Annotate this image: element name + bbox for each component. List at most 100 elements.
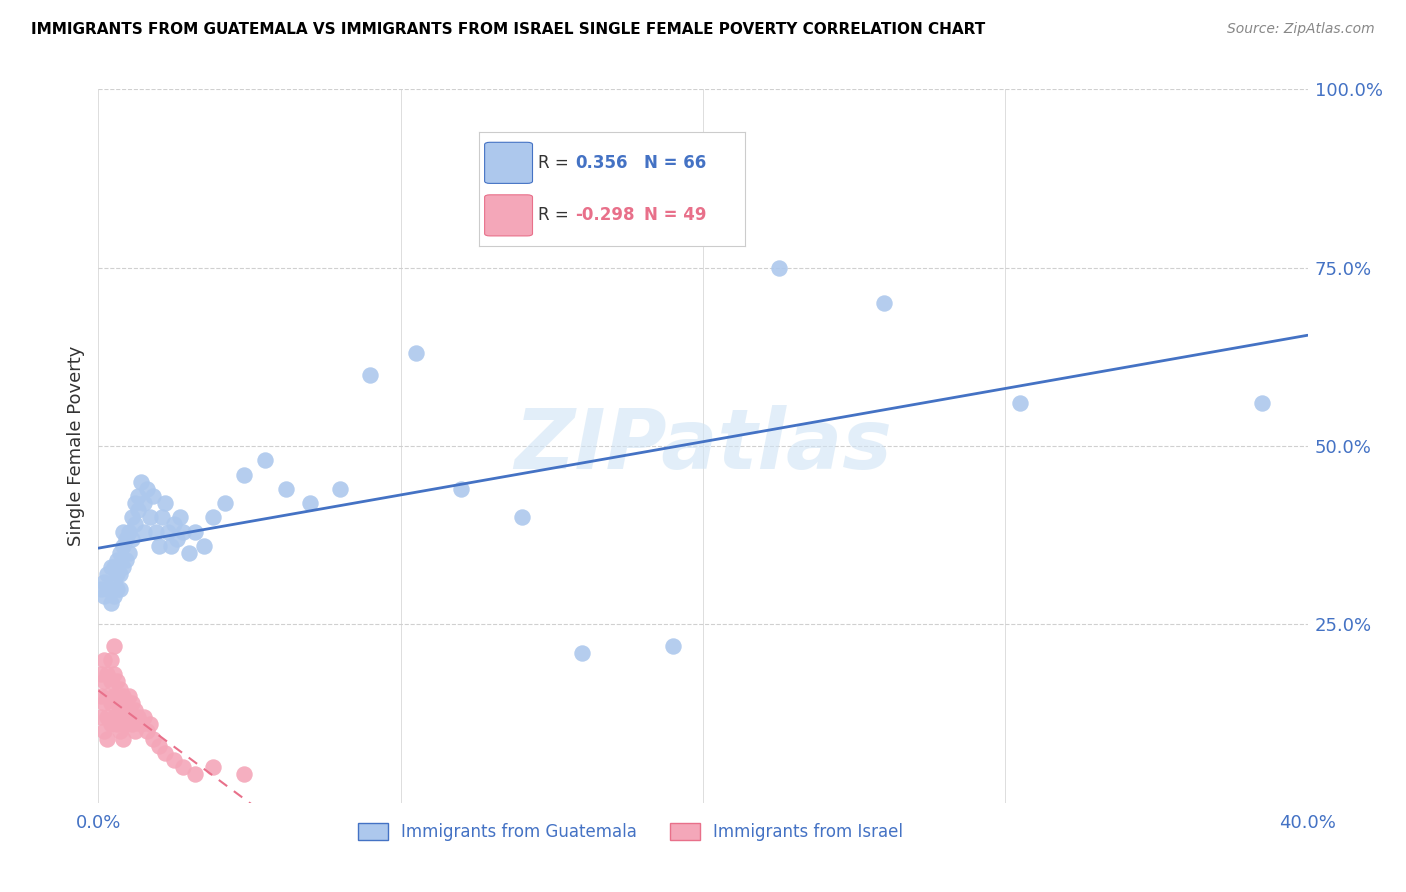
Point bbox=[135, 482, 157, 496]
Point bbox=[184, 524, 207, 539]
Point bbox=[93, 589, 115, 603]
Point bbox=[510, 510, 533, 524]
Point bbox=[114, 717, 136, 731]
Point bbox=[103, 560, 125, 574]
Point bbox=[105, 674, 128, 689]
Point bbox=[148, 739, 170, 753]
Point bbox=[90, 582, 112, 596]
Point bbox=[166, 532, 188, 546]
Text: IMMIGRANTS FROM GUATEMALA VS IMMIGRANTS FROM ISRAEL SINGLE FEMALE POVERTY CORREL: IMMIGRANTS FROM GUATEMALA VS IMMIGRANTS … bbox=[31, 22, 986, 37]
Point bbox=[96, 667, 118, 681]
Point bbox=[450, 482, 472, 496]
Point bbox=[232, 467, 254, 482]
Point bbox=[299, 496, 322, 510]
Point bbox=[93, 574, 115, 589]
Point bbox=[114, 532, 136, 546]
Point bbox=[153, 746, 176, 760]
Legend: Immigrants from Guatemala, Immigrants from Israel: Immigrants from Guatemala, Immigrants fr… bbox=[352, 816, 910, 848]
Point bbox=[193, 539, 215, 553]
Point bbox=[103, 574, 125, 589]
Point bbox=[108, 724, 131, 739]
Point bbox=[768, 260, 790, 275]
Point bbox=[214, 496, 236, 510]
Point bbox=[360, 368, 382, 382]
Point bbox=[93, 653, 115, 667]
Point bbox=[105, 696, 128, 710]
Point bbox=[100, 696, 122, 710]
Point bbox=[108, 546, 131, 560]
Point bbox=[118, 710, 141, 724]
Point bbox=[96, 567, 118, 582]
Point bbox=[90, 710, 112, 724]
Text: Source: ZipAtlas.com: Source: ZipAtlas.com bbox=[1227, 22, 1375, 37]
Point bbox=[103, 689, 125, 703]
Point bbox=[873, 296, 896, 310]
Point bbox=[179, 546, 201, 560]
Point bbox=[129, 717, 152, 731]
Point bbox=[96, 710, 118, 724]
Point bbox=[121, 717, 143, 731]
Point bbox=[105, 553, 128, 567]
Point bbox=[124, 703, 146, 717]
Point bbox=[153, 496, 176, 510]
Point bbox=[232, 767, 254, 781]
Point bbox=[274, 482, 297, 496]
Point bbox=[90, 689, 112, 703]
Point bbox=[100, 717, 122, 731]
Point bbox=[111, 524, 134, 539]
Point bbox=[93, 696, 115, 710]
Point bbox=[96, 582, 118, 596]
Point bbox=[202, 510, 225, 524]
Point bbox=[100, 560, 122, 574]
Point bbox=[103, 710, 125, 724]
Text: ZIPatlas: ZIPatlas bbox=[515, 406, 891, 486]
Point bbox=[103, 667, 125, 681]
Point bbox=[124, 517, 146, 532]
Point bbox=[169, 510, 191, 524]
Point bbox=[571, 646, 593, 660]
Point bbox=[111, 560, 134, 574]
Point bbox=[329, 482, 352, 496]
Point bbox=[661, 639, 683, 653]
Point bbox=[172, 760, 194, 774]
Point bbox=[118, 689, 141, 703]
Point bbox=[105, 717, 128, 731]
Point bbox=[135, 724, 157, 739]
Point bbox=[121, 532, 143, 546]
Point bbox=[111, 731, 134, 746]
Point bbox=[142, 731, 165, 746]
Point bbox=[127, 503, 149, 517]
Point bbox=[100, 674, 122, 689]
Point bbox=[100, 653, 122, 667]
Point bbox=[405, 346, 427, 360]
Point bbox=[148, 539, 170, 553]
Point bbox=[114, 553, 136, 567]
Point bbox=[145, 524, 167, 539]
Point bbox=[114, 696, 136, 710]
Point bbox=[127, 710, 149, 724]
Point bbox=[172, 524, 194, 539]
Point bbox=[132, 496, 155, 510]
Point bbox=[150, 510, 173, 524]
Point bbox=[132, 710, 155, 724]
Point bbox=[111, 539, 134, 553]
Point bbox=[118, 524, 141, 539]
Point bbox=[129, 475, 152, 489]
Point bbox=[163, 753, 186, 767]
Point bbox=[139, 510, 162, 524]
Point bbox=[121, 696, 143, 710]
Point bbox=[1251, 396, 1274, 410]
Point bbox=[100, 582, 122, 596]
Point bbox=[118, 546, 141, 560]
Point bbox=[103, 589, 125, 603]
Point bbox=[90, 667, 112, 681]
Point bbox=[124, 724, 146, 739]
Point bbox=[100, 596, 122, 610]
Point bbox=[108, 703, 131, 717]
Point bbox=[184, 767, 207, 781]
Point bbox=[105, 582, 128, 596]
Point bbox=[108, 582, 131, 596]
Point bbox=[202, 760, 225, 774]
Point bbox=[124, 496, 146, 510]
Point bbox=[156, 524, 179, 539]
